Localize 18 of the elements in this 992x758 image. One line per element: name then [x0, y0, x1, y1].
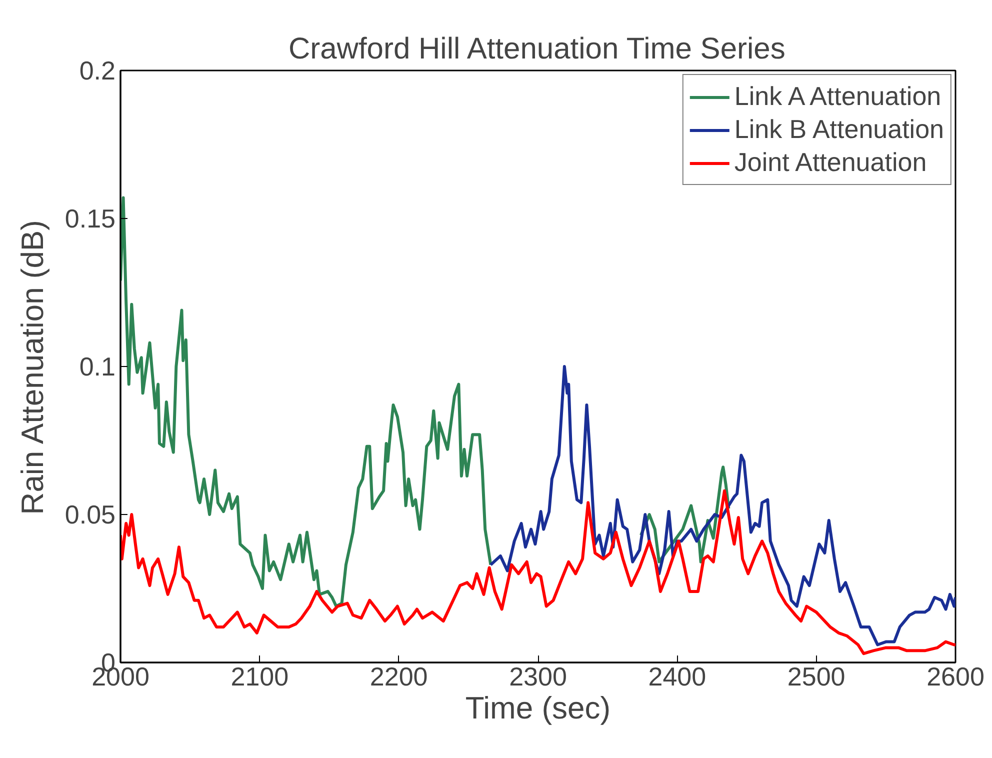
legend-label: Link A Attenuation [734, 81, 942, 112]
x-tick-label: 2600 [926, 662, 984, 692]
x-tick-label: 2300 [509, 662, 567, 692]
y-tick-label: 0.1 [79, 352, 116, 382]
y-axis-title: Rain Attenuation (dB) [14, 220, 50, 515]
x-tick-label: 2500 [787, 662, 846, 692]
y-tick-label: 0.05 [64, 500, 116, 530]
x-tick-label: 2100 [230, 662, 289, 692]
chart-title: Crawford Hill Attenuation Time Series [288, 32, 786, 66]
x-tick-label: 2200 [370, 662, 428, 692]
line-series [489, 365, 956, 646]
legend-label: Joint Attenuation [734, 147, 927, 178]
legend-label: Link B Attenuation [734, 114, 944, 145]
line-series [120, 489, 956, 656]
y-tick-label: 0.15 [64, 204, 116, 234]
x-axis-title: Time (sec) [465, 690, 611, 726]
y-tick-label: 0.2 [79, 56, 116, 86]
x-tick-label: 2400 [648, 662, 706, 692]
